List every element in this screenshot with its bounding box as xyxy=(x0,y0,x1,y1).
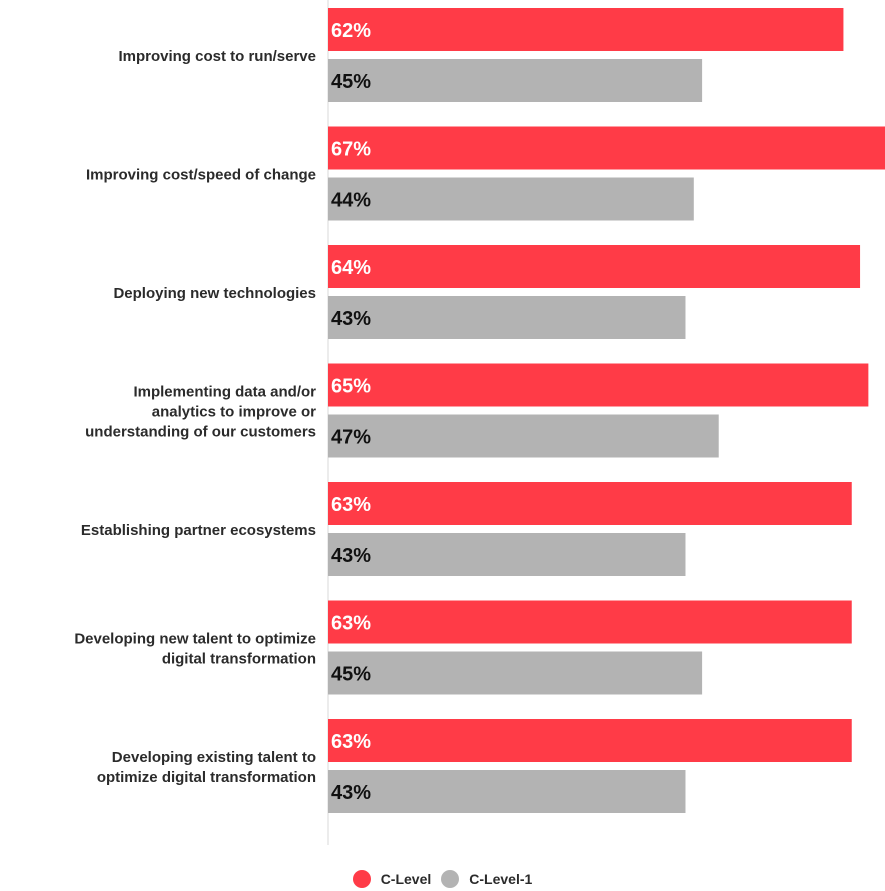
legend-swatch-c-level-1 xyxy=(441,870,460,888)
bar-c-level xyxy=(328,719,852,762)
category-label: Developing new talent to optimize digital… xyxy=(74,631,316,668)
bar-value-label: 63% xyxy=(331,494,371,516)
bar-chart: Improving cost to run/serve 62% 45% Improvi… xyxy=(74,0,885,845)
bar-value-label: 45% xyxy=(331,71,371,93)
bar-c-level xyxy=(328,482,852,525)
legend-item-c-level: C-Level xyxy=(352,870,432,888)
legend-label-c-level-1: C-Level-1 xyxy=(469,871,533,887)
legend-label-c-level: C-Level xyxy=(380,871,432,887)
bar-value-label: 62% xyxy=(331,20,371,42)
bar-value-label: 63% xyxy=(331,731,371,753)
bar-c-level xyxy=(328,245,861,288)
bar-value-label: 43% xyxy=(331,308,371,330)
bar-c-level xyxy=(328,126,885,170)
bar-c-level xyxy=(328,363,869,407)
category-label: Developing existing talent to optimize di… xyxy=(97,749,316,786)
legend: C-Level C-Level-1 xyxy=(0,870,885,888)
bar-c-level-1 xyxy=(328,651,703,695)
bar-value-label: 63% xyxy=(331,613,371,635)
bar-c-level-1 xyxy=(328,177,694,221)
bar-value-label: 43% xyxy=(331,545,371,567)
bar-value-label: 47% xyxy=(331,427,371,449)
bar-c-level-1 xyxy=(328,533,686,576)
bar-value-label: 65% xyxy=(331,376,371,398)
bar-c-level-1 xyxy=(328,770,686,813)
legend-item-c-level-1: C-Level-1 xyxy=(441,870,532,888)
category-label: Improving cost/speed of change xyxy=(86,167,316,184)
bar-value-label: 67% xyxy=(331,139,371,161)
bar-value-label: 45% xyxy=(331,664,371,686)
bar-c-level-1 xyxy=(328,59,703,102)
bar-value-label: 43% xyxy=(331,782,371,804)
bar-c-level xyxy=(328,8,844,51)
legend-swatch-c-level xyxy=(352,870,371,888)
bar-c-level-1 xyxy=(328,414,719,458)
category-label: Improving cost to run/serve xyxy=(118,48,316,65)
category-label: Deploying new technologies xyxy=(113,285,316,302)
category-label: Establishing partner ecosystems xyxy=(81,522,316,539)
bar-c-level-1 xyxy=(328,296,686,339)
bar-value-label: 64% xyxy=(331,257,371,279)
bar-c-level xyxy=(328,600,852,644)
category-label: Implementing data and/or analytics to imp… xyxy=(85,384,316,441)
bar-value-label: 44% xyxy=(331,190,371,212)
